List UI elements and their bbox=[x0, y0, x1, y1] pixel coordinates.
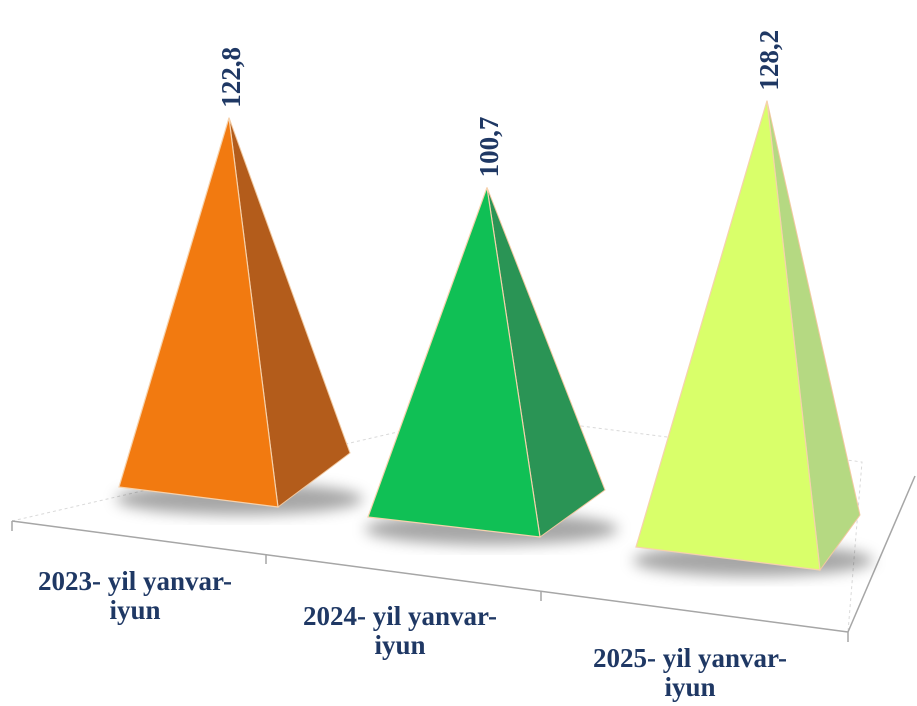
pyramid-front-face bbox=[367, 187, 541, 538]
category-label: 2024- yil yanvar-iyun bbox=[303, 601, 497, 660]
category-axis bbox=[11, 520, 849, 633]
pyramid-bar bbox=[365, 187, 618, 545]
pyramid-bar bbox=[633, 100, 873, 577]
depth-axis bbox=[847, 475, 916, 633]
category-label: 2025- yil yanvar-iyun bbox=[593, 643, 787, 702]
value-label: 122,8 bbox=[216, 47, 246, 108]
value-label: 100,7 bbox=[474, 117, 504, 178]
value-label: 128,2 bbox=[754, 30, 784, 91]
pyramid-front-face bbox=[635, 100, 821, 571]
pyramid-bar bbox=[116, 117, 363, 515]
pyramid-front-face bbox=[118, 117, 279, 508]
category-label: 2023- yil yanvar-iyun bbox=[38, 566, 232, 625]
